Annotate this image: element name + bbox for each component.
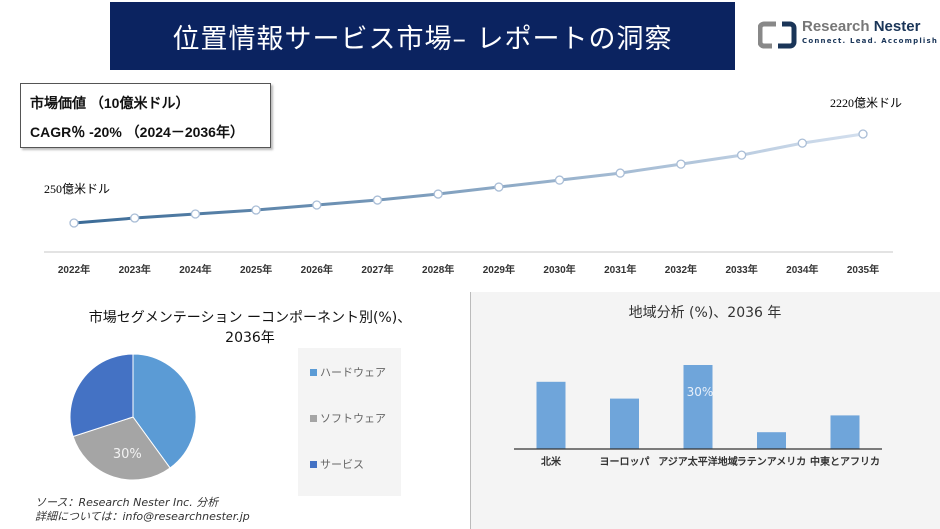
- x-tick-label: 2025年: [240, 263, 272, 276]
- bar-category-label: 北米: [541, 455, 562, 468]
- x-tick-label: 2035年: [847, 263, 879, 276]
- x-tick-label: 2028年: [422, 263, 454, 276]
- pie-legend: ハードウェア ソフトウェア サービス: [298, 348, 401, 496]
- x-tick-label: 2030年: [543, 263, 575, 276]
- bar: [536, 381, 566, 449]
- data-point: [615, 168, 625, 178]
- x-tick-label: 2023年: [119, 263, 151, 276]
- x-tick-label: 2033年: [725, 263, 757, 276]
- data-point: [251, 205, 261, 215]
- pie-slice: [69, 353, 134, 438]
- report-title-banner: 位置情報サービス市場– レポートの洞察: [110, 2, 735, 70]
- market-growth-line-chart: 250億米ドル 2220億米ドル 2022年 2023年 2024年 2025年 202…: [44, 96, 902, 276]
- bar-category-label: アジア太平洋地域: [658, 455, 738, 468]
- bar-category-label: ラテンアメリカ: [737, 456, 807, 468]
- series-line: [73, 132, 864, 225]
- market-value-label: 市場価値 （10億米ドル）: [30, 95, 190, 111]
- end-value-annotation: 2220億米ドル: [830, 96, 902, 110]
- source-text: ソース：Research Nester Inc. 分析: [35, 496, 219, 509]
- data-point: [676, 159, 686, 169]
- data-point: [494, 182, 504, 192]
- cagr-label: CAGR％ -20% （2024－2036年）: [30, 124, 244, 140]
- bar: [830, 415, 860, 449]
- pie-slice: [132, 353, 197, 469]
- bar: [610, 398, 639, 449]
- data-point: [190, 209, 201, 219]
- data-point: [372, 195, 383, 205]
- pie-chart-title: 市場セグメンテーション ーコンポーネント別(%)、 2036年: [60, 308, 440, 348]
- pie-slice: [72, 416, 171, 481]
- bar: [757, 432, 786, 449]
- start-value-annotation: 250億米ドル: [44, 182, 110, 196]
- market-info-box: 市場価値 （10億米ドル） CAGR％ -20% （2024－2036年）: [20, 83, 271, 148]
- report-title: 位置情報サービス市場– レポートの洞察: [172, 23, 673, 55]
- component-pie-chart: 30%: [69, 353, 197, 481]
- data-point: [69, 218, 79, 228]
- data-point: [130, 213, 140, 223]
- legend-item-service: サービス: [310, 456, 364, 472]
- x-tick-label: 2027年: [361, 263, 393, 276]
- legend-item-software: ソフトウェア: [310, 410, 386, 426]
- x-tick-label: 2029年: [483, 263, 515, 276]
- data-point: [312, 200, 322, 210]
- source-note: ソース：Research Nester Inc. 分析 詳細については：info…: [35, 496, 250, 524]
- x-tick-label: 2026年: [301, 263, 333, 276]
- bar-chart-title: 地域分析 (%)、2036 年: [628, 305, 782, 321]
- pie-data-label: 30%: [113, 447, 142, 462]
- data-point: [858, 129, 868, 139]
- bar: [683, 365, 713, 449]
- logo-name: Research Nester: [802, 18, 921, 35]
- research-nester-logo: Research Nester Connect. Lead. Accomplis…: [758, 18, 938, 50]
- contact-text: 詳細については：info@researchnester.jp: [35, 510, 250, 523]
- x-tick-label: 2034年: [786, 263, 818, 276]
- x-tick-label: 2022年: [58, 263, 90, 276]
- legend-item-hardware: ハードウェア: [310, 364, 386, 380]
- bar-category-label: ヨーロッパ: [600, 456, 650, 468]
- bar-category-label: 中東とアフリカ: [810, 455, 880, 468]
- x-tick-label: 2031年: [604, 263, 636, 276]
- data-point: [797, 138, 807, 148]
- pie-title-line1: 市場セグメンテーション ーコンポーネント別(%)、: [88, 310, 412, 326]
- logo-tagline: Connect. Lead. Accomplish: [802, 37, 939, 45]
- logo-mark-icon: [758, 21, 797, 49]
- bar-data-label: 30%: [687, 385, 714, 399]
- pie-title-line2: 2036年: [225, 330, 275, 346]
- x-tick-label: 2032年: [665, 263, 697, 276]
- x-tick-label: 2024年: [179, 263, 211, 276]
- data-point: [433, 189, 443, 199]
- data-point: [736, 150, 747, 160]
- data-point: [554, 175, 565, 185]
